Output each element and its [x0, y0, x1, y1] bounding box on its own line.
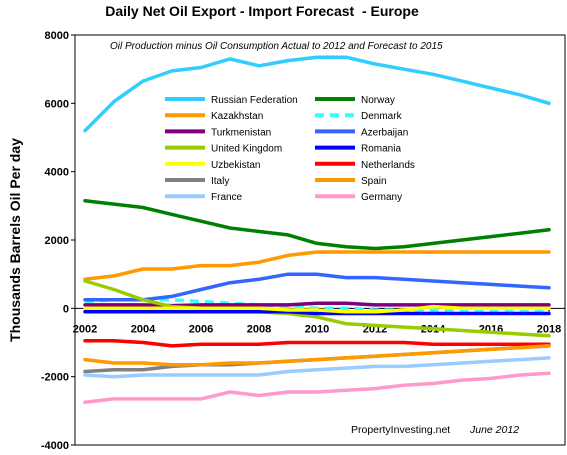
- series-line-netherlands: [83, 339, 551, 348]
- series-line-azerbaijan: [83, 272, 551, 302]
- legend-label-denmark: Denmark: [361, 111, 403, 122]
- series-line-germany: [83, 371, 551, 405]
- legend-label-united-kingdom: United Kingdom: [211, 144, 282, 155]
- x-tick-label: 2006: [189, 323, 213, 335]
- series-line-france: [83, 356, 551, 379]
- series-line-spain: [83, 344, 551, 367]
- legend-label-norway: Norway: [361, 95, 395, 106]
- legend-label-turkmenistan: Turkmenistan: [211, 127, 271, 138]
- x-tick-label: 2008: [247, 323, 271, 335]
- y-tick-label: 0: [63, 303, 69, 315]
- chart-subtitle: Oil Production minus Oil Consumption Act…: [110, 41, 443, 52]
- x-tick-label: 2002: [73, 323, 97, 335]
- series-line-norway: [83, 198, 551, 251]
- legend-label-spain: Spain: [361, 176, 387, 187]
- y-tick-label: -4000: [41, 440, 69, 452]
- source-credit: PropertyInvesting.net: [351, 424, 450, 436]
- legend-label-netherlands: Netherlands: [361, 160, 415, 171]
- series-line-uzbekistan: [83, 304, 551, 314]
- y-axis: -4000 -2000 0 2000 4000 6000 8000: [41, 30, 75, 452]
- x-tick-label: 2004: [131, 323, 156, 335]
- legend-label-romania: Romania: [361, 144, 401, 155]
- legend-label-uzbekistan: Uzbekistan: [211, 160, 260, 171]
- y-tick-label: -2000: [41, 372, 69, 384]
- series-line-romania: [83, 310, 551, 316]
- legend-label-italy: Italy: [211, 176, 229, 187]
- y-tick-label: 6000: [45, 98, 69, 110]
- x-tick-label: 2010: [305, 323, 329, 335]
- chart-title: Daily Net Oil Export - Import Forecast -…: [105, 3, 419, 19]
- x-tick-label: 2018: [537, 323, 561, 335]
- source-date: June 2012: [469, 424, 519, 436]
- y-axis-label: Thousands Barrels Oil Per day: [7, 138, 23, 342]
- series-line-united-kingdom: [83, 279, 551, 338]
- y-tick-label: 2000: [45, 235, 69, 247]
- legend-label-germany: Germany: [361, 192, 402, 203]
- legend-label-france: France: [211, 192, 243, 203]
- legend-label-russian-federation: Russian Federation: [211, 95, 298, 106]
- legend-label-azerbaijan: Azerbaijan: [361, 127, 408, 138]
- legend-label-kazakhstan: Kazakhstan: [211, 111, 263, 122]
- y-tick-label: 4000: [45, 167, 69, 179]
- series-line-kazakhstan: [83, 250, 551, 282]
- series-line-russian-federation: [83, 55, 551, 133]
- plot-area: [74, 34, 566, 446]
- legend: Russian Federation Norway Kazakhstan Denmar…: [165, 95, 415, 203]
- y-tick-label: 8000: [45, 30, 69, 42]
- series-lines: [83, 55, 551, 405]
